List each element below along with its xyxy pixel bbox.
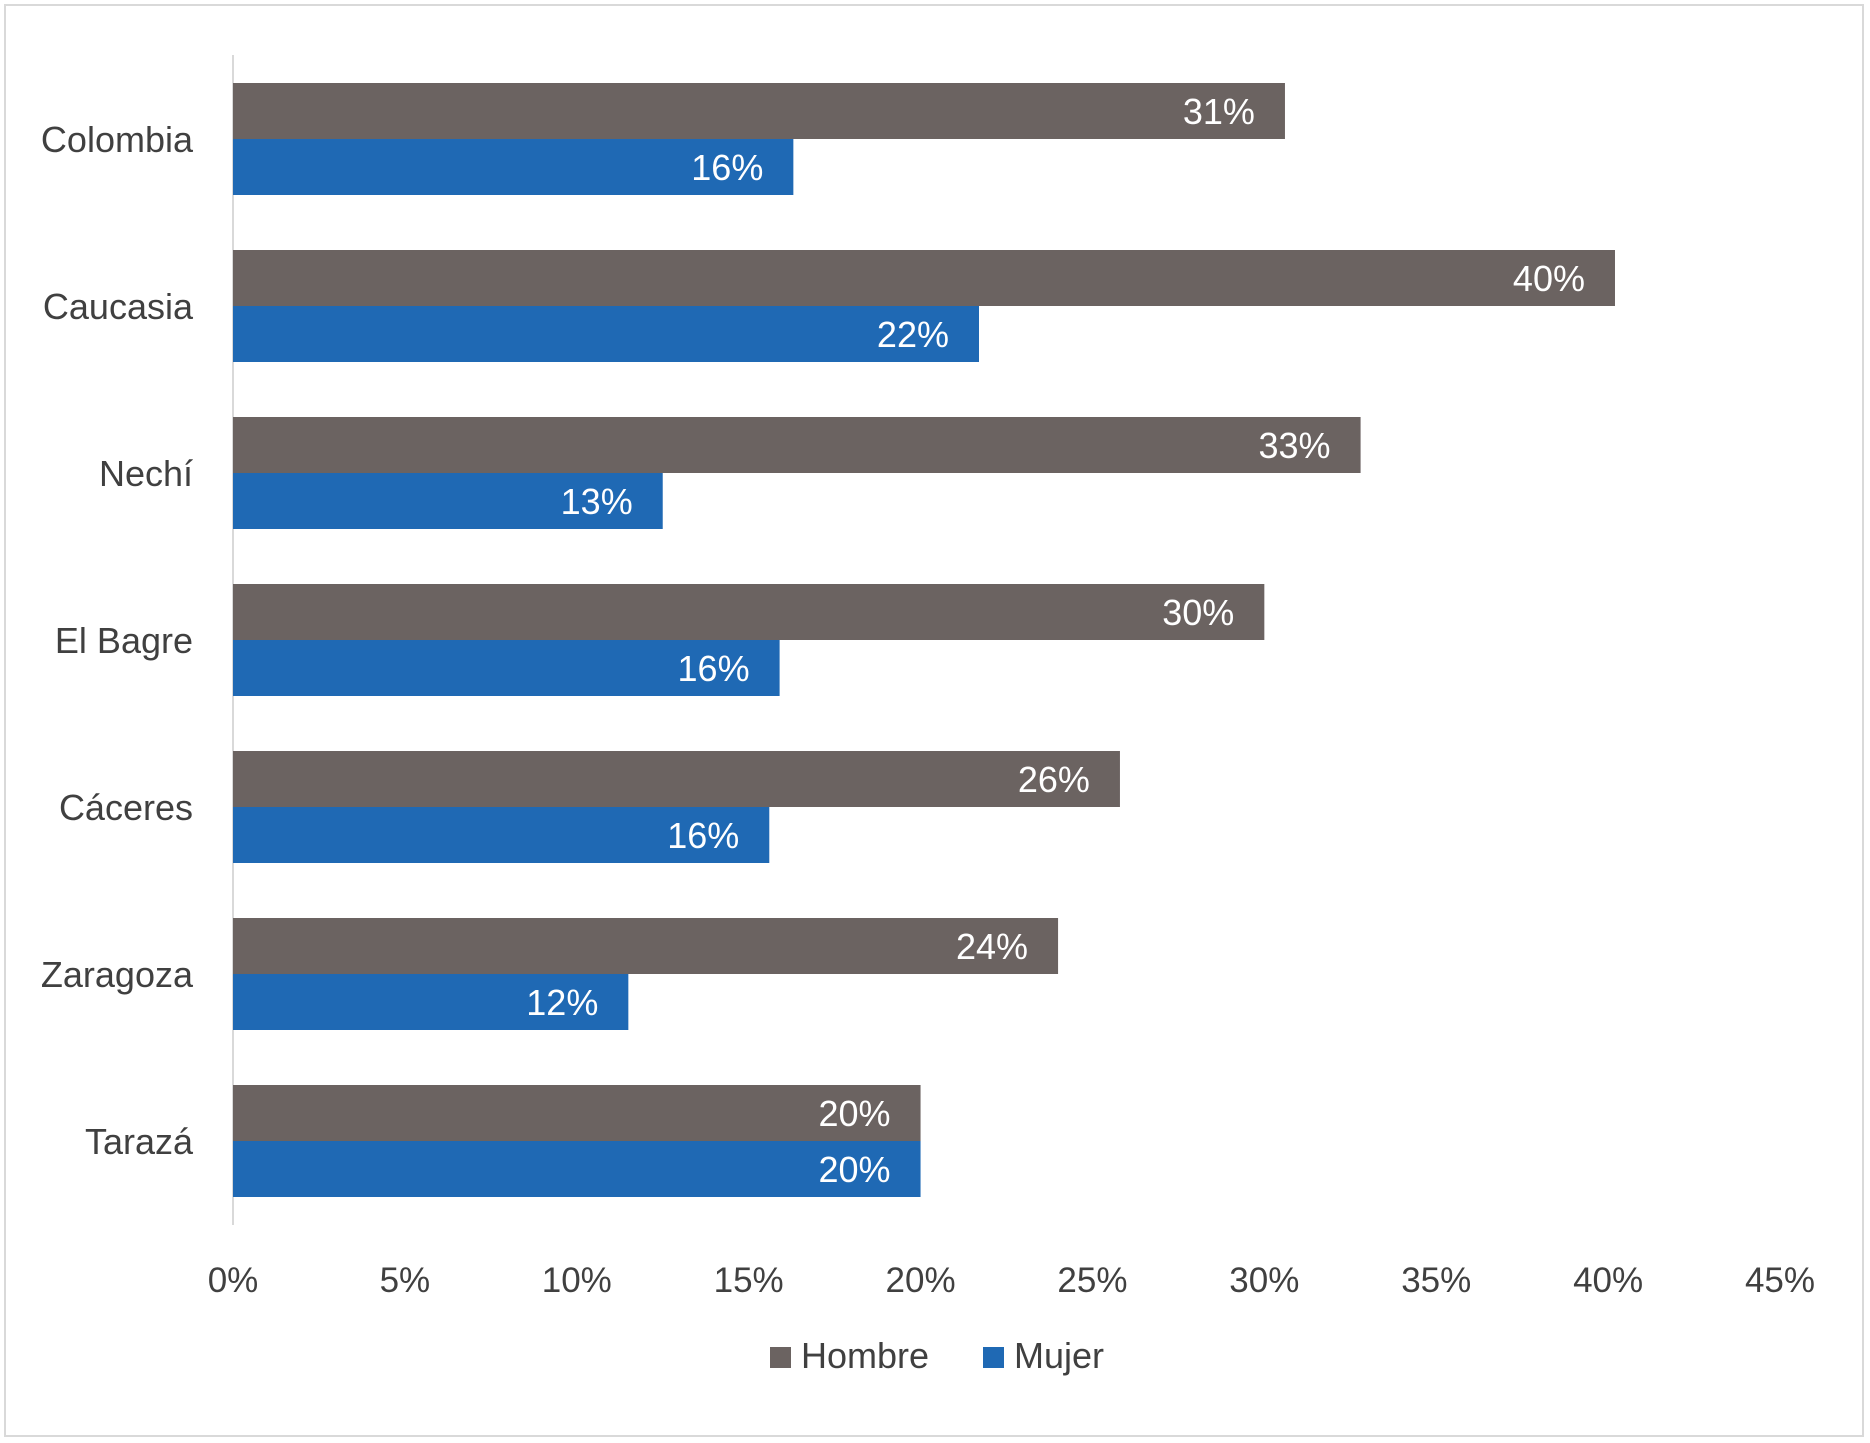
data-label: 16%	[678, 648, 750, 689]
bar-hombre	[233, 83, 1285, 139]
x-tick-label: 45%	[1745, 1261, 1815, 1300]
data-label: 22%	[877, 314, 949, 355]
category-label: Nechí	[99, 453, 193, 494]
bar-hombre	[233, 918, 1059, 974]
x-tick-label: 40%	[1573, 1261, 1643, 1300]
data-label: 31%	[1183, 91, 1255, 132]
data-label: 12%	[526, 982, 598, 1023]
chart-frame	[4, 4, 1864, 1437]
data-label: 16%	[691, 147, 763, 188]
data-label: 26%	[1018, 759, 1090, 800]
bar-mujer	[233, 974, 629, 1030]
x-tick-label: 0%	[208, 1261, 259, 1300]
bar-hombre	[233, 584, 1265, 640]
data-label: 20%	[818, 1149, 890, 1190]
data-label: 30%	[1162, 592, 1234, 633]
bar-mujer	[233, 139, 794, 195]
legend-label-hombre: Hombre	[801, 1335, 929, 1376]
x-tick-label: 20%	[886, 1261, 956, 1300]
legend-swatch-hombre	[770, 1347, 791, 1368]
legend-label-mujer: Mujer	[1014, 1335, 1104, 1376]
x-tick-label: 10%	[542, 1261, 612, 1300]
bar-mujer	[233, 306, 979, 362]
x-tick-label: 30%	[1229, 1261, 1299, 1300]
category-label: Caucasia	[43, 286, 194, 327]
bar-hombre	[233, 417, 1361, 473]
category-label: Colombia	[41, 119, 194, 160]
category-label: Zaragoza	[41, 954, 194, 995]
legend-swatch-mujer	[983, 1347, 1004, 1368]
bar-hombre	[233, 751, 1120, 807]
x-tick-label: 5%	[380, 1261, 431, 1300]
x-tick-label: 15%	[714, 1261, 784, 1300]
bar-hombre	[233, 1085, 921, 1141]
bar-mujer	[233, 640, 780, 696]
category-label: Tarazá	[85, 1121, 194, 1162]
category-label: El Bagre	[55, 620, 193, 661]
bar-hombre	[233, 250, 1615, 306]
x-tick-label: 25%	[1057, 1261, 1127, 1300]
bar-mujer	[233, 807, 770, 863]
data-label: 33%	[1259, 425, 1331, 466]
data-label: 24%	[956, 926, 1028, 967]
data-label: 40%	[1513, 258, 1585, 299]
data-label: 13%	[561, 481, 633, 522]
data-label: 20%	[818, 1093, 890, 1134]
data-label: 16%	[667, 815, 739, 856]
category-label: Cáceres	[59, 787, 193, 828]
x-tick-label: 35%	[1401, 1261, 1471, 1300]
bar-mujer	[233, 1141, 921, 1197]
bar-mujer	[233, 473, 663, 529]
